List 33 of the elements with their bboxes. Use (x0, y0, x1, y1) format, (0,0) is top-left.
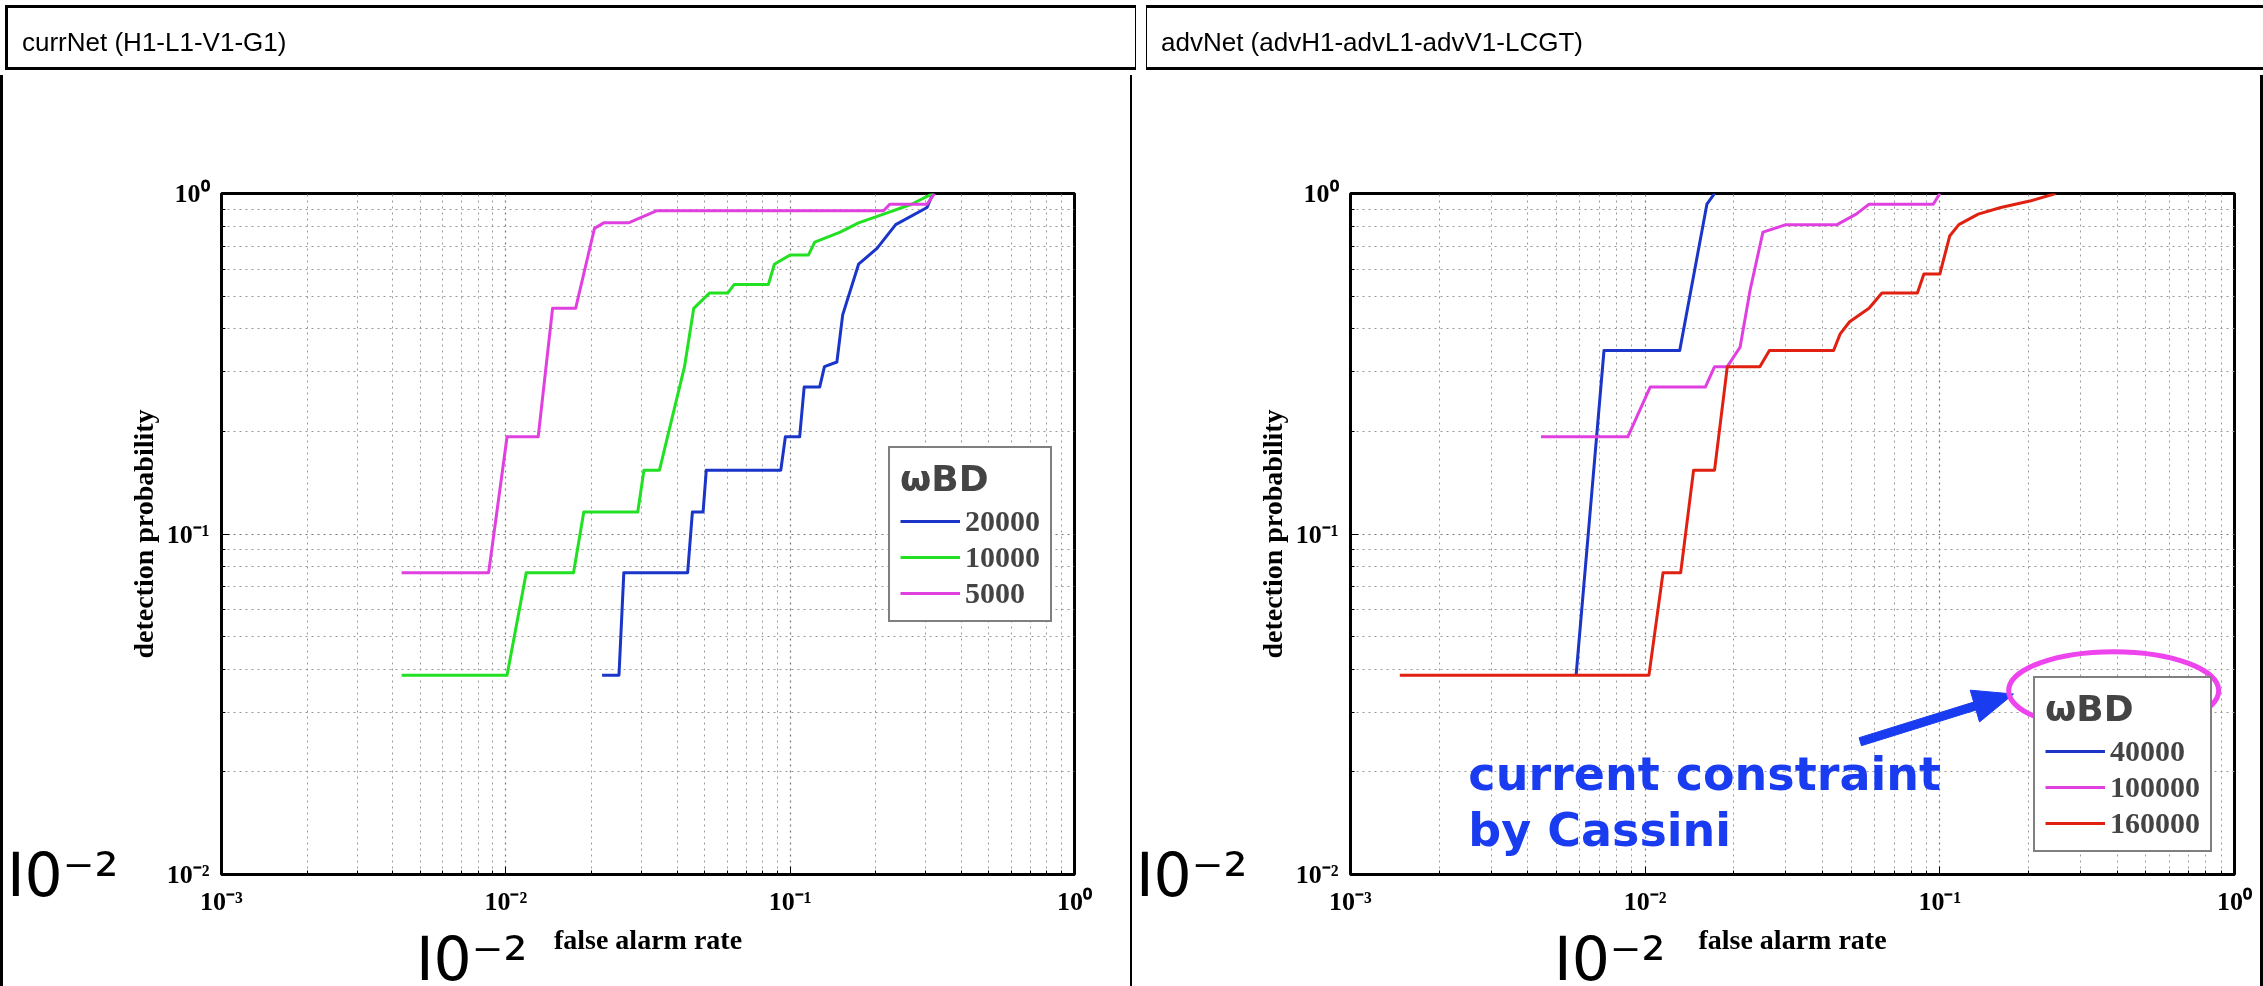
chart-title: currNet (H1-L1-V1-G1) (22, 26, 287, 59)
legend-label: 10000 (965, 539, 1040, 574)
x-tick-label: 10⁻² (484, 886, 528, 916)
legend-title: ωBD (900, 457, 990, 499)
y-tick-label: 10⁻¹ (1295, 519, 1339, 549)
annotation: current constraint by Cassini (1468, 746, 1941, 858)
text: I0⁻² (6, 839, 119, 910)
y-axis-title: detection probability (1256, 409, 1288, 659)
legend-label: 40000 (2110, 734, 2185, 768)
legend-label: 5000 (965, 575, 1025, 610)
y-tick-label: 10⁻¹ (166, 519, 210, 549)
legend-label: 100000 (2110, 770, 2200, 804)
x-axis-title: false alarm rate (553, 923, 743, 955)
x-tick-label: 10⁰ (2217, 886, 2253, 916)
x-tick-label: 10⁻¹ (768, 886, 812, 916)
legend-label: 20000 (965, 503, 1040, 538)
x-tick-label: 10⁻² (1623, 886, 1667, 916)
text: I0⁻² (1554, 923, 1666, 986)
legend-title: ωBD (2045, 688, 2135, 729)
x-tick-label: 10⁻³ (1329, 886, 1373, 916)
text: I0⁻² (1135, 839, 1248, 910)
chart-title: advNet (advH1-advL1-advV1-LCGT) (1161, 26, 1583, 59)
x-tick-label: 10⁰ (1057, 886, 1093, 916)
x-tick-label: 10⁻¹ (1918, 886, 1962, 916)
legend-label: 160000 (2110, 806, 2200, 840)
x-axis-title: false alarm rate (1698, 923, 1887, 955)
text: I0⁻² (415, 923, 528, 986)
y-tick-label: 10⁻² (166, 860, 210, 889)
x-tick-label: 10⁻³ (200, 886, 244, 916)
y-tick-label: 10⁻² (1295, 860, 1339, 889)
y-tick-label: 10⁰ (1303, 179, 1340, 208)
y-tick-label: 10⁰ (174, 179, 211, 208)
y-axis-title: detection probability (127, 409, 159, 659)
